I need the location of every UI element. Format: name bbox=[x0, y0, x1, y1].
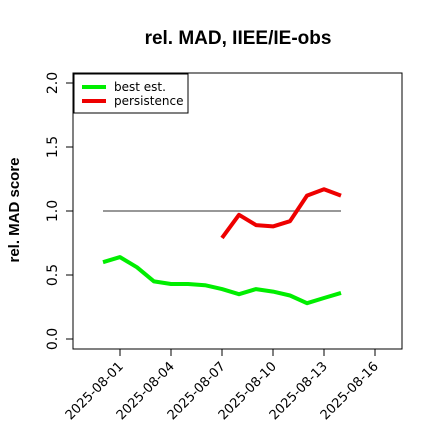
series-line-persistence bbox=[220, 187, 342, 240]
y-axis-label: rel. MAD score bbox=[6, 157, 23, 262]
y-axis: 0.0 0.5 1.0 1.5 2.0 bbox=[45, 72, 74, 350]
y-tick-label: 1.5 bbox=[45, 136, 61, 158]
y-tick-label: 0.0 bbox=[45, 328, 61, 350]
series-line-best-est bbox=[102, 255, 342, 306]
x-axis: 2025-08-012025-08-042025-08-072025-08-10… bbox=[63, 348, 382, 423]
y-tick-label: 1.0 bbox=[45, 200, 61, 222]
series-group bbox=[102, 187, 342, 306]
legend-label-best-est: best est. bbox=[114, 80, 166, 94]
chart-title: rel. MAD, IIEE/IE-obs bbox=[145, 28, 332, 49]
legend-box bbox=[73, 73, 189, 114]
legend: best est. persistence bbox=[73, 73, 189, 114]
y-tick-label: 0.5 bbox=[45, 264, 61, 286]
y-tick-label: 2.0 bbox=[45, 72, 61, 94]
legend-label-persistence: persistence bbox=[114, 94, 183, 108]
